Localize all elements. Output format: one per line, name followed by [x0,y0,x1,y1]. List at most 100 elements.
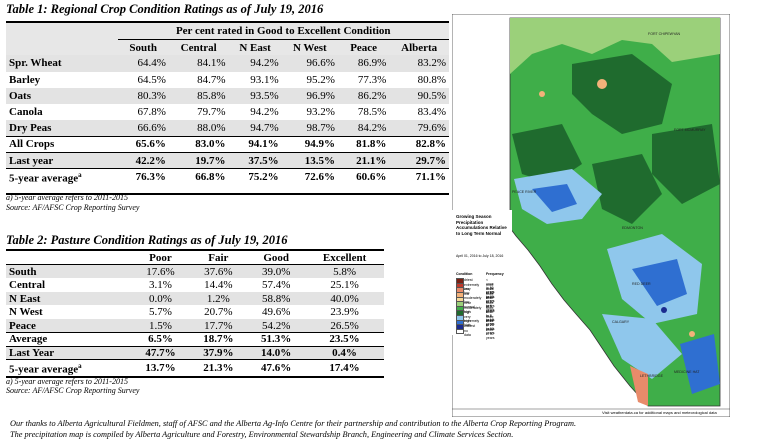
table1-cell: 66.8% [195,171,226,184]
map-legend-frequency: once in 25 to 50 years [486,319,495,336]
table1-cell: 72.6% [304,171,335,184]
map-legend-frequency: once in 3 years [486,300,495,313]
table1-cell: 86.2% [337,87,390,104]
table1-cell: 84.2% [337,120,390,137]
table1-cell: 79.6% [389,120,449,137]
map-legend-condition: extremely low [464,282,480,291]
map-label-fort-mcmurray: FORT MCMURRAY [674,128,706,132]
table2-cell: 51.3% [261,333,292,346]
table2-row-label-text: South [9,265,37,278]
table1-cell: 84.7% [197,73,226,86]
map-legend-condition: driest [464,278,473,282]
table1-row-label: Dry Peas [6,120,118,137]
table2-cell: 54.2% [247,318,306,333]
table2-row: Central 3.1% 14.4% 57.4% 25.1% [6,278,384,292]
table1-cell: 65.6% [135,138,166,151]
table2-cell: 17.7% [189,318,248,333]
map-legend-condition: wettest [464,323,476,328]
table1-row: Last year 42.2% 19.7% 37.5% 13.5% 21.1% 29.7% [6,152,449,169]
table2-cell: 5.8% [305,264,384,279]
table1-cell: 77.3% [357,73,387,86]
table1-row-label: Spr. Wheat [6,55,118,72]
table2-cell: 37.6% [189,264,248,279]
table2-row-label-text: Central [9,278,46,291]
table1-cell: 71.1% [415,171,446,184]
table2-cell: 13.7% [145,362,176,375]
map-legend-frequency: once in 6 to 12 years [486,310,495,327]
table1-cell: 96.6% [281,55,338,72]
table1-cell: 81.8% [356,138,387,151]
map-label-medicine-hat: MEDICINE HAT [674,370,700,374]
map-label-calgary: CALGARY [612,320,630,324]
table1-row-label-text: All Crops [9,138,55,151]
table1-row-label: All Crops [6,136,118,152]
table1-frame: Per cent rated in Good to Excellent Cond… [6,21,449,195]
table2-footnote-marker: a [78,362,82,371]
map-legend-frequency: > once in 50 years [486,323,495,340]
table2-cell: 14.4% [204,278,233,291]
map-legend-condition: high [464,310,471,315]
table2-row: Average 6.5% 18.7% 51.3% 23.5% [6,332,384,347]
table1-col-header: Central [168,39,229,56]
map-legend-frequency: < once in 50 years [486,278,495,294]
table2-cell: 3.1% [149,278,172,291]
map-legend-frequency: once in 25 to 50 years [486,282,495,299]
table1-cell: 85.8% [168,87,229,104]
table1-row-label: Canola [6,104,118,120]
table1-row-label: Oats [6,87,118,104]
table1-cell: 37.5% [228,152,282,169]
table1-col-header: Peace [337,39,390,56]
table2-col-header: Poor [131,251,190,265]
table1-cell: 42.2% [117,152,169,169]
table2-footnote-source: Source: AF/AFSC Crop Reporting Survey [6,386,140,395]
alberta-map-graphic [451,13,731,418]
table1-row-label-text: Spr. Wheat [9,57,62,70]
map-legend-condition: low [464,291,470,296]
table2-row-label: N East [6,291,132,306]
table1-span-header: Per cent rated in Good to Excellent Cond… [117,23,449,40]
table1-cell: 80.3% [117,87,169,104]
table1-cell: 66.6% [117,120,169,137]
table2-cell: 17.6% [131,264,190,279]
map-label-lethbridge: LETHBRIDGE [640,374,663,378]
table1-cell: 94.2% [228,55,282,72]
thanks-line-2: The precipitation map is compiled by Alb… [10,430,514,439]
map-label-red-deer: RED DEER [632,282,651,286]
table1-row: Oats 80.3% 85.8% 93.5% 96.9% 86.2% 90.5% [6,87,449,104]
table2-row-label: N West [6,305,132,319]
table1-col-header: Alberta [389,39,449,56]
table1-col-header: South [117,39,169,56]
table2-row-label: Peace [6,318,132,333]
table2-row: South 17.6% 37.6% 39.0% 5.8% [6,264,384,279]
table1-cell: 93.5% [228,87,282,104]
map-legend-frequency-header: Frequency [486,272,504,276]
table2-row-label-text: 5-year average [9,363,79,376]
table2-cell: 6.5% [148,333,173,346]
table2-row: Last Year 47.7% 37.9% 14.0% 0.4% [6,346,384,360]
table2-row-label-text: Last Year [9,346,55,359]
table1-row-label-text: Canola [9,106,43,119]
table1-cell: 94.2% [250,106,279,119]
table1-cell: 82.8% [415,138,446,151]
table2-row: 5-year averagea 13.7% 21.3% 47.6% 17.4% [6,359,384,376]
table2-cell: 0.4% [305,346,384,360]
table2-cell: 0.0% [131,291,190,306]
table2-frame: Poor Fair Good Excellent South 17.6% 37.6% 39.… [6,249,384,378]
table1-col-header: N East [228,39,282,56]
map-legend-frequency: once in 6 to 12 years [486,291,495,308]
thanks-line-1: Our thanks to Alberta Agricultural Field… [10,419,577,428]
map-legend-condition: no data [464,328,471,337]
table1-row-label-text: Last year [9,154,54,167]
table1-cell: 78.5% [357,106,387,119]
pasture-condition-table: Poor Fair Good Excellent South 17.6% 37.6% 39.… [6,251,384,376]
table2-row-label: Central [6,278,132,292]
table2-cell: 26.5% [305,318,384,333]
table2-row-label: Last Year [6,346,132,360]
table2-row-label: 5-year averagea [6,360,132,376]
table1-row-label-text: 5-year average [9,172,79,185]
table1-cell: 64.5% [137,73,166,86]
table2-col-header: Excellent [305,251,384,265]
table2-cell: 47.6% [261,362,292,375]
table1-cell: 94.1% [248,138,279,151]
table2-row-label-text: Average [9,333,48,346]
